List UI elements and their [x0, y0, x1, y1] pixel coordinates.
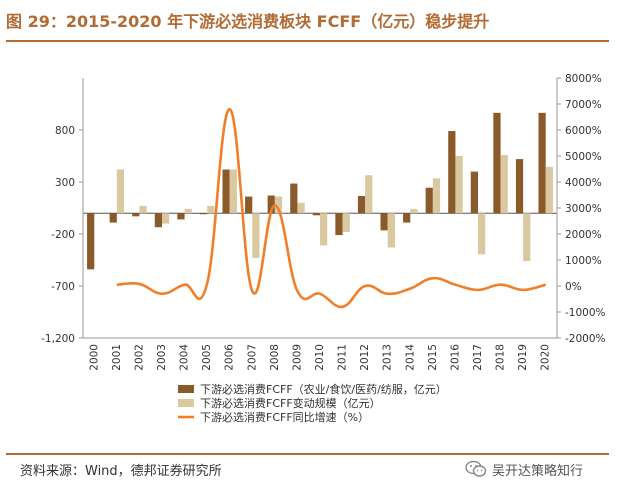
- bar: [132, 213, 140, 217]
- bar: [342, 213, 350, 232]
- right-tick-label: 8000%: [565, 73, 602, 85]
- x-tick-label: 2018: [495, 344, 507, 371]
- bar: [245, 196, 253, 214]
- bar: [154, 213, 162, 228]
- x-tick-label: 2013: [382, 344, 394, 371]
- right-tick-label: -1000%: [565, 307, 606, 319]
- right-tick-label: 1000%: [565, 255, 602, 267]
- bar: [500, 154, 508, 214]
- x-tick-label: 2009: [291, 344, 303, 371]
- bar: [267, 195, 275, 214]
- x-tick-label: 2008: [269, 344, 281, 371]
- bar: [320, 213, 328, 246]
- bar: [365, 175, 373, 214]
- bar: [515, 159, 524, 214]
- x-tick-label: 2001: [111, 344, 123, 371]
- bar: [448, 131, 456, 214]
- bar: [290, 183, 298, 214]
- source-note: 资料来源：Wind，德邦证券研究所: [20, 464, 222, 479]
- right-tick-label: 2000%: [565, 229, 602, 241]
- x-tick-label: 2014: [404, 344, 416, 371]
- bar: [470, 171, 478, 214]
- bar: [87, 213, 95, 270]
- bar: [184, 209, 192, 214]
- left-tick-label: 300: [55, 177, 75, 189]
- x-tick-label: 2003: [156, 344, 168, 371]
- bar: [335, 213, 343, 236]
- series-growth-line: [116, 107, 547, 309]
- legend-swatch: [178, 385, 194, 393]
- series-change-bars: [116, 154, 553, 262]
- bar: [222, 169, 230, 214]
- x-tick-label: 2005: [201, 344, 213, 371]
- left-tick-label: -1,200: [41, 333, 75, 345]
- x-tick-label: 2004: [179, 344, 191, 371]
- right-tick-label: 4000%: [565, 177, 602, 189]
- bar: [403, 213, 411, 223]
- legend: 下游必选消费FCFF（农业/食饮/医药/纺服，亿元）下游必选消费FCFF变动规模…: [178, 382, 447, 424]
- bar: [538, 112, 546, 214]
- bar: [162, 213, 170, 224]
- bar: [425, 187, 433, 214]
- bar: [312, 213, 320, 216]
- x-tick-label: 2015: [427, 344, 439, 371]
- wechat-icon: [465, 460, 487, 477]
- axes-layer: -1,200 -700 -200 300 800 -2000% -1000% 0% 1000% 2…: [41, 73, 605, 371]
- bar: [177, 213, 185, 220]
- x-tick-label: 2019: [517, 344, 529, 371]
- right-tick-label: 7000%: [565, 99, 602, 111]
- left-tick-label: 800: [55, 125, 75, 137]
- chart-title: 图 29：2015-2020 年下游必选消费板块 FCFF（亿元）稳步提升: [6, 12, 490, 31]
- x-tick-label: 2006: [224, 344, 236, 371]
- x-tick-label: 2010: [314, 344, 326, 371]
- left-tick-label: -200: [51, 229, 75, 241]
- legend-label: 下游必选消费FCFF变动规模（亿元）: [200, 396, 381, 410]
- bar: [432, 178, 441, 214]
- bar: [410, 209, 418, 214]
- right-tick-label: -2000%: [565, 333, 606, 345]
- right-tick-label: 3000%: [565, 203, 602, 215]
- bar: [387, 213, 395, 248]
- x-tick-label: 2011: [337, 344, 349, 371]
- legend-label: 下游必选消费FCFF同比增速（%）: [200, 410, 369, 424]
- bar: [252, 213, 260, 258]
- x-tick-label: 2020: [540, 344, 552, 371]
- bar: [478, 213, 486, 255]
- bar: [297, 202, 305, 214]
- bar: [523, 213, 531, 262]
- bar: [207, 205, 215, 214]
- wechat-account-name: 吴开达策略知行: [492, 463, 584, 479]
- left-tick-label: -700: [51, 281, 75, 293]
- x-tick-label: 2007: [246, 344, 258, 371]
- bar: [545, 166, 553, 214]
- series-fcff-bars: [87, 112, 546, 270]
- bar: [229, 169, 237, 214]
- bar: [116, 169, 125, 214]
- title-underline: [6, 40, 609, 42]
- x-tick-label: 2012: [359, 344, 371, 371]
- x-tick-label: 2016: [449, 344, 461, 371]
- legend-label: 下游必选消费FCFF（农业/食饮/医药/纺服，亿元）: [200, 382, 447, 396]
- bar: [357, 196, 366, 214]
- bar: [455, 156, 463, 214]
- bar: [493, 112, 501, 214]
- right-tick-label: 0%: [565, 281, 582, 293]
- right-tick-label: 6000%: [565, 125, 602, 137]
- chart-canvas: -1,200 -700 -200 300 800 -2000% -1000% 0% 1000% 2…: [41, 73, 605, 424]
- bar: [139, 205, 147, 214]
- right-tick-label: 5000%: [565, 151, 602, 163]
- legend-swatch: [178, 399, 194, 407]
- bar: [109, 213, 117, 223]
- bar: [199, 213, 208, 215]
- x-tick-label: 2002: [133, 344, 145, 371]
- x-tick-label: 2000: [88, 344, 100, 371]
- footer-rule: [6, 453, 609, 455]
- bar: [380, 213, 388, 231]
- bar: [274, 196, 283, 214]
- x-tick-label: 2017: [472, 344, 484, 371]
- wechat-watermark: 吴开达策略知行: [465, 458, 583, 480]
- growth-line-path: [116, 107, 547, 309]
